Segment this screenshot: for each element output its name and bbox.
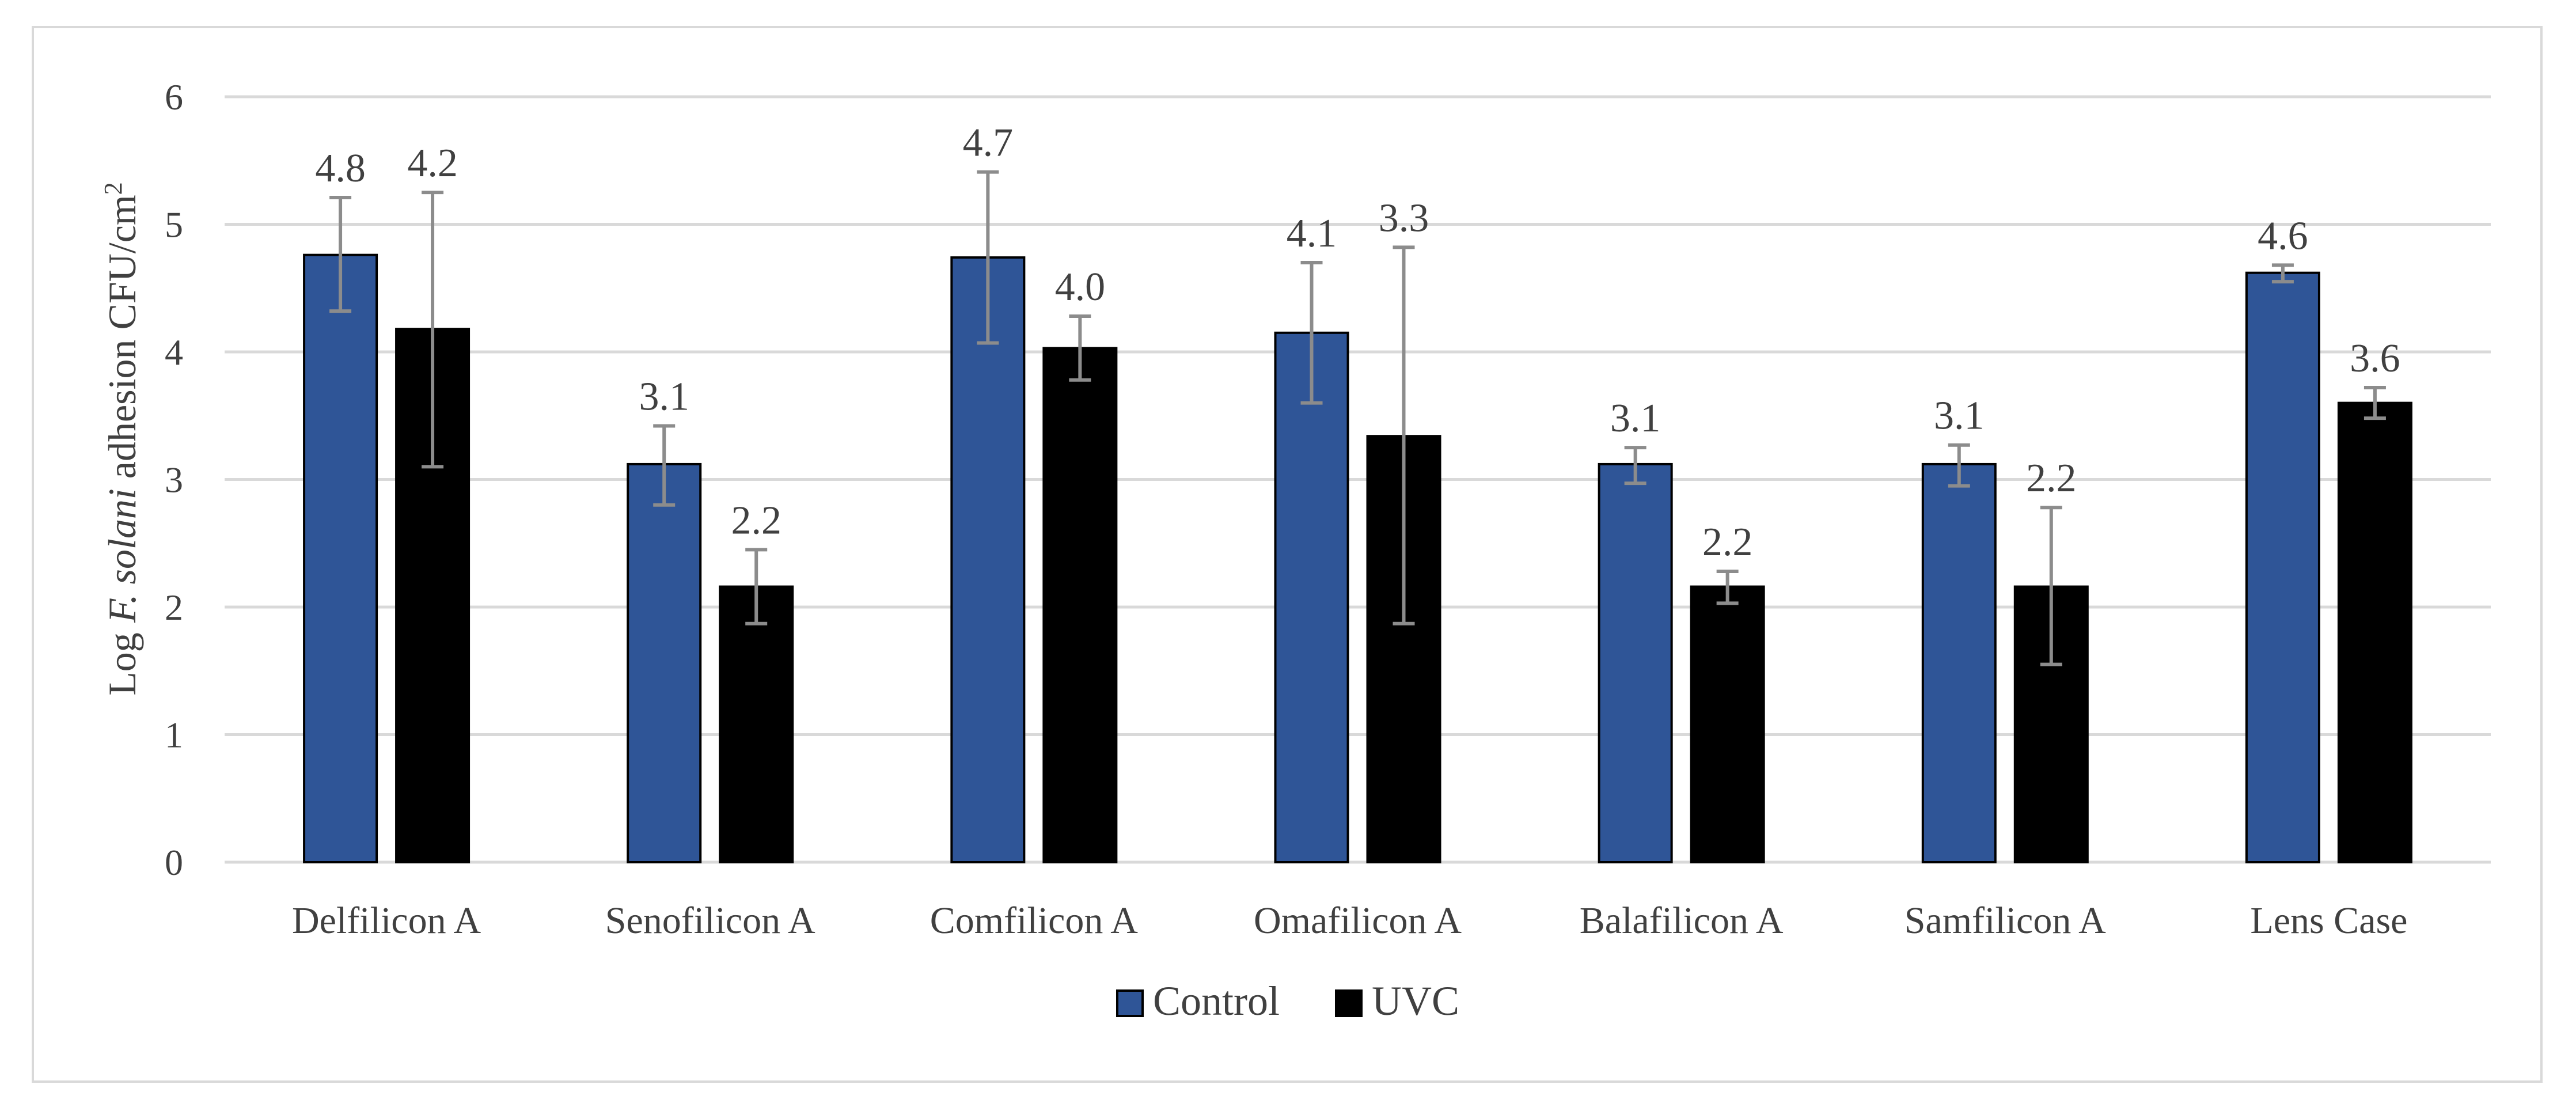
data-label-control-1: 3.1 <box>639 374 689 419</box>
data-label-control-3: 4.1 <box>1287 211 1337 256</box>
x-category-label-1: Senofilicon A <box>605 900 815 942</box>
bar-control-6 <box>2245 271 2320 864</box>
data-label-uvc-3: 3.3 <box>1379 196 1429 240</box>
legend-swatch-uvc <box>1335 989 1363 1017</box>
y-axis-title-prefix: Log <box>100 623 144 696</box>
error-bars <box>329 170 2386 666</box>
bar-control-2 <box>950 256 1026 864</box>
y-tick-label-1: 1 <box>165 715 183 756</box>
bar-uvc-1 <box>719 585 794 863</box>
y-tick-label-5: 5 <box>165 204 183 245</box>
data-labels: 4.8 4.2 3.1 2.2 4.7 4.0 4.1 3.3 3.1 2.2 3.1 2.2 4.6 3… <box>315 121 2400 564</box>
data-label-control-2: 4.7 <box>963 121 1014 165</box>
x-category-label-0: Delfilicon A <box>292 900 481 942</box>
data-label-uvc-4: 2.2 <box>1702 520 1753 564</box>
bar-uvc-6 <box>2337 401 2412 863</box>
y-tick-label-4: 4 <box>165 332 183 373</box>
y-tick-label-0: 0 <box>165 842 183 883</box>
x-category-label-3: Omafilicon A <box>1254 900 1462 942</box>
bars <box>303 253 2412 864</box>
bar-control-1 <box>627 462 702 863</box>
data-label-control-5: 3.1 <box>1934 394 1985 438</box>
x-category-label-5: Samfilicon A <box>1905 900 2106 942</box>
x-category-label-4: Balafilicon A <box>1580 900 1784 942</box>
y-tick-label-2: 2 <box>165 587 183 628</box>
data-label-uvc-1: 2.2 <box>731 498 781 543</box>
legend-label-control: Control <box>1153 978 1280 1024</box>
x-category-label-2: Comfilicon A <box>930 900 1139 942</box>
bar-control-4 <box>1598 462 1673 863</box>
bar-control-5 <box>1921 462 1997 863</box>
y-axis-ticks: 0 1 2 3 4 5 6 <box>165 77 183 883</box>
data-label-uvc-5: 2.2 <box>2026 456 2077 500</box>
data-label-uvc-6: 3.6 <box>2350 336 2400 381</box>
data-label-control-0: 4.8 <box>315 146 366 191</box>
y-axis-title-species: F. solani <box>100 488 144 623</box>
bar-uvc-4 <box>1690 585 1765 863</box>
data-label-control-6: 4.6 <box>2258 214 2308 258</box>
bar-uvc-2 <box>1042 347 1118 863</box>
legend-label-uvc: UVC <box>1372 978 1459 1024</box>
data-label-control-4: 3.1 <box>1610 396 1661 441</box>
y-tick-label-3: 3 <box>165 460 183 500</box>
y-axis-title-suffix: adhesion CFU/cm <box>100 195 144 488</box>
x-axis-categories: Delfilicon A Senofilicon A Comfilicon A Oma… <box>292 900 2407 942</box>
data-label-uvc-2: 4.0 <box>1055 265 1106 309</box>
legend-swatch-control <box>1116 989 1144 1017</box>
data-label-uvc-0: 4.2 <box>407 141 458 185</box>
bar-control-3 <box>1274 331 1349 863</box>
y-tick-label-6: 6 <box>165 77 183 117</box>
gridlines <box>225 95 2491 864</box>
legend: Control UVC <box>1116 978 1459 1024</box>
bar-control-0 <box>303 253 378 863</box>
y-axis-title: Log F. solani adhesion CFU/cm2 <box>99 182 145 696</box>
y-axis-title-superscript: 2 <box>99 182 127 195</box>
x-category-label-6: Lens Case <box>2250 900 2407 942</box>
